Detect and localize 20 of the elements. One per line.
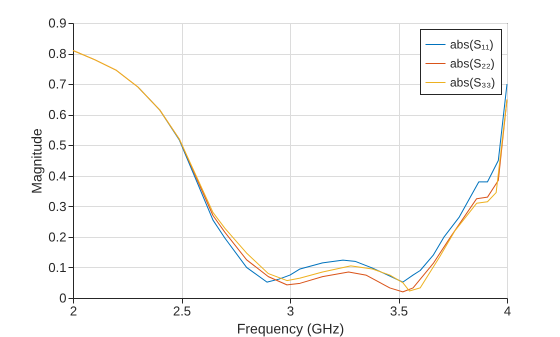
- y-tick-label: 0.5: [48, 138, 66, 153]
- legend-label: abs(S₃₃): [450, 76, 496, 90]
- y-tick-label: 0.9: [48, 16, 66, 30]
- y-tick-label: 0: [59, 290, 66, 306]
- x-tick-label: 4: [504, 304, 512, 318]
- x-axis-title: Frequency (GHz): [236, 320, 344, 336]
- y-axis-title: Magnitude: [28, 128, 44, 194]
- y-tick-label: 0.7: [48, 76, 66, 92]
- y-tick-label: 0.8: [48, 46, 66, 62]
- x-tick-label: 2: [70, 304, 78, 318]
- x-tick-label: 3.5: [390, 304, 408, 318]
- legend-label: abs(S₁₁): [450, 38, 494, 52]
- y-tick-label: 0.4: [48, 168, 66, 184]
- x-tick-label: 3: [286, 304, 294, 318]
- y-tick-label: 0.2: [48, 229, 66, 244]
- y-tick-label: 0.1: [48, 260, 66, 275]
- y-tick-label: 0.6: [48, 107, 66, 122]
- legend-label: abs(S₂₂): [450, 56, 495, 70]
- y-tick-label: 0.3: [48, 198, 66, 214]
- x-tick-label: 2.5: [172, 304, 192, 318]
